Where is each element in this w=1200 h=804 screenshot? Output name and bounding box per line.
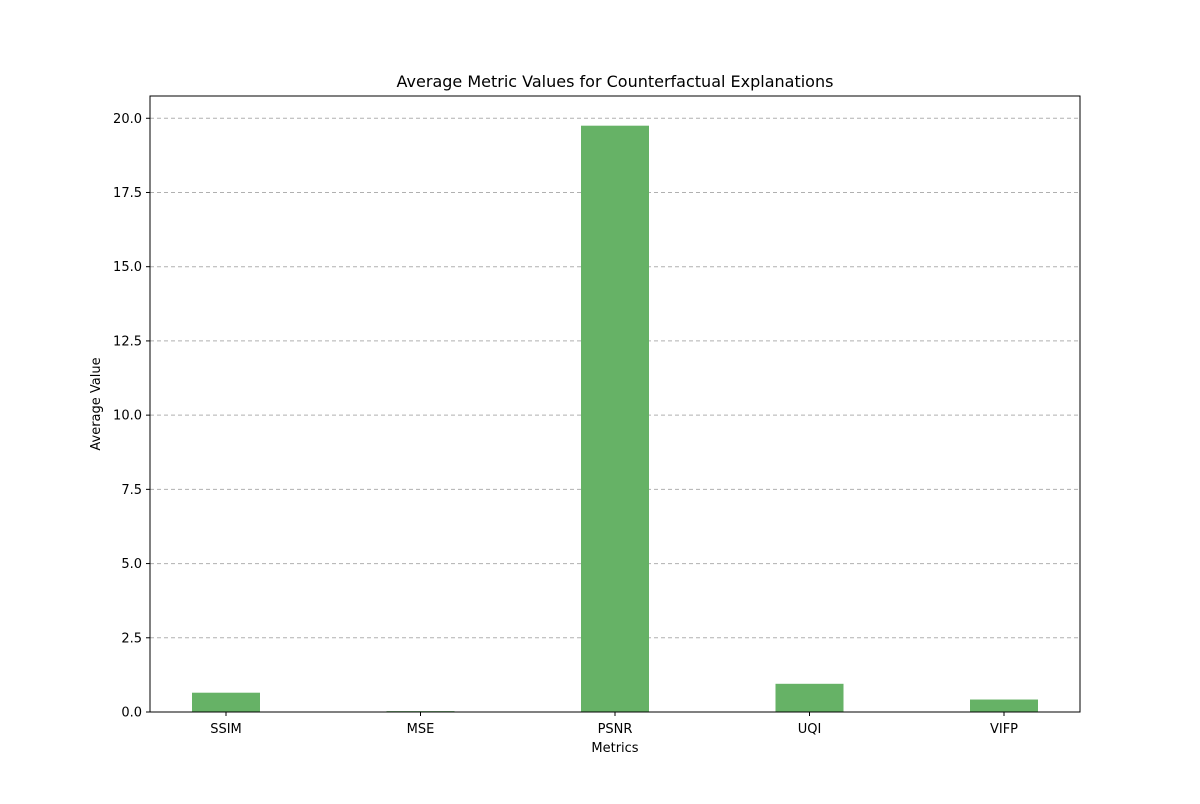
y-tick-label: 5.0 bbox=[121, 557, 142, 572]
x-tick-label: VIFP bbox=[990, 722, 1018, 737]
bars bbox=[192, 125, 1038, 712]
y-tick-label: 10.0 bbox=[113, 409, 142, 424]
y-tick-label: 7.5 bbox=[121, 483, 142, 498]
y-tick-label: 15.0 bbox=[113, 260, 142, 275]
y-tick-label: 0.0 bbox=[121, 706, 142, 721]
y-tick-label: 20.0 bbox=[113, 112, 142, 127]
bar-uqi bbox=[775, 683, 844, 712]
chart-title: Average Metric Values for Counterfactual… bbox=[397, 72, 834, 91]
x-tick-label: UQI bbox=[798, 722, 822, 737]
y-tick-label: 12.5 bbox=[113, 334, 142, 349]
x-tick-label: PSNR bbox=[598, 722, 633, 737]
x-tick-label: MSE bbox=[407, 722, 435, 737]
bar-vifp bbox=[970, 699, 1038, 712]
y-tick-label: 2.5 bbox=[121, 631, 142, 646]
bar-psnr bbox=[581, 125, 649, 712]
x-axis-ticks: SSIM MSE PSNR UQI VIFP bbox=[210, 712, 1018, 737]
y-axis-label: Average Value bbox=[89, 357, 104, 450]
y-axis-ticks: 0.0 2.5 5.0 7.5 10.0 12.5 15.0 17.5 20.0 bbox=[113, 112, 150, 721]
bar-ssim bbox=[192, 692, 260, 712]
x-tick-label: SSIM bbox=[210, 722, 242, 737]
x-axis-label: Metrics bbox=[591, 741, 638, 756]
y-tick-label: 17.5 bbox=[113, 186, 142, 201]
